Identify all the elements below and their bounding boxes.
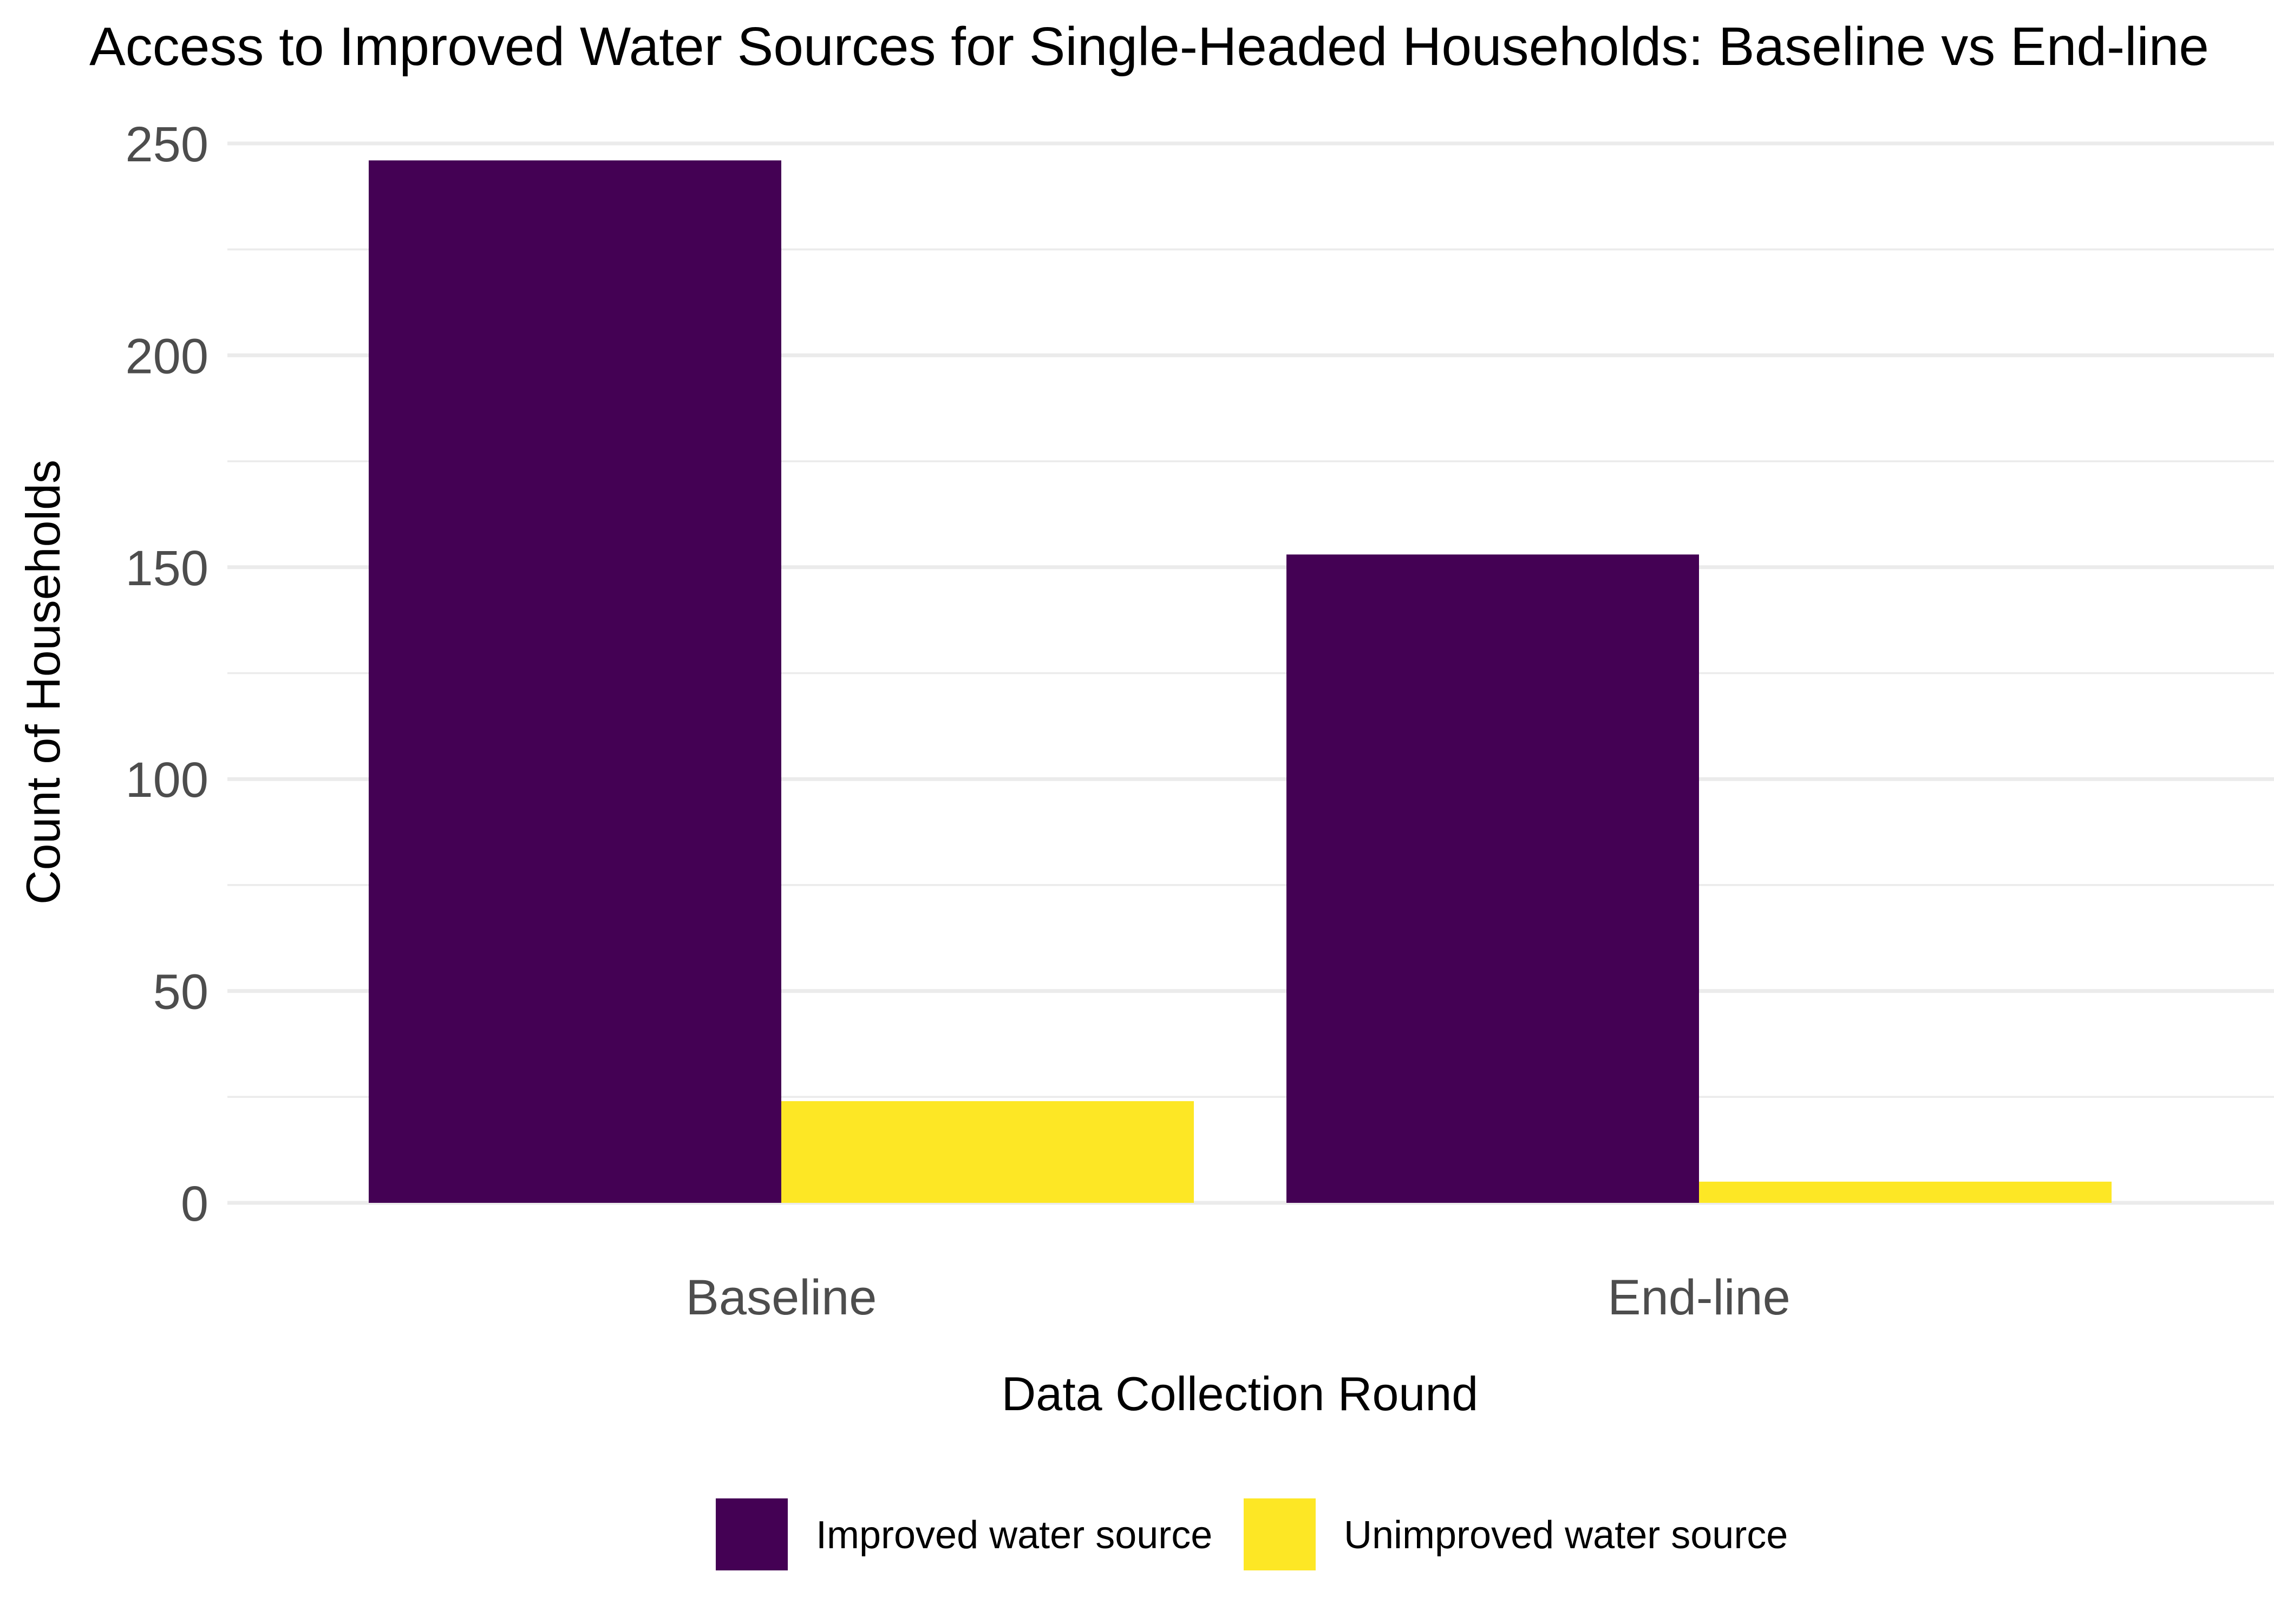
bar-improved-water-source-baseline <box>369 160 781 1203</box>
y-tick-label: 150 <box>126 541 209 596</box>
y-tick-label: 100 <box>126 752 209 808</box>
y-tick-label: 250 <box>126 117 209 172</box>
y-tick-label: 0 <box>181 1176 208 1232</box>
bar-unimproved-water-source-baseline <box>781 1101 1194 1203</box>
legend-swatch <box>1244 1498 1316 1570</box>
legend: Improved water source Unimproved water so… <box>716 1498 1788 1570</box>
bars <box>369 160 2112 1203</box>
x-axis-title: Data Collection Round <box>1002 1367 1479 1420</box>
y-tick-label: 50 <box>153 965 208 1020</box>
legend-label: Improved water source <box>816 1514 1212 1557</box>
legend-swatch <box>716 1498 788 1570</box>
chart-title: Access to Improved Water Sources for Sin… <box>89 16 2209 77</box>
y-axis-ticks: 0 50 100 150 200 250 <box>126 117 209 1232</box>
x-tick-label: Baseline <box>686 1270 877 1325</box>
x-tick-label: End-line <box>1608 1270 1791 1325</box>
bar-improved-water-source-end-line <box>1286 554 1699 1203</box>
bar-unimproved-water-source-end-line <box>1699 1181 2112 1203</box>
x-axis-ticks: Baseline End-line <box>686 1270 1791 1325</box>
y-axis-title: Count of Households <box>16 460 70 905</box>
legend-label: Unimproved water source <box>1344 1514 1788 1557</box>
y-tick-label: 200 <box>126 329 209 384</box>
